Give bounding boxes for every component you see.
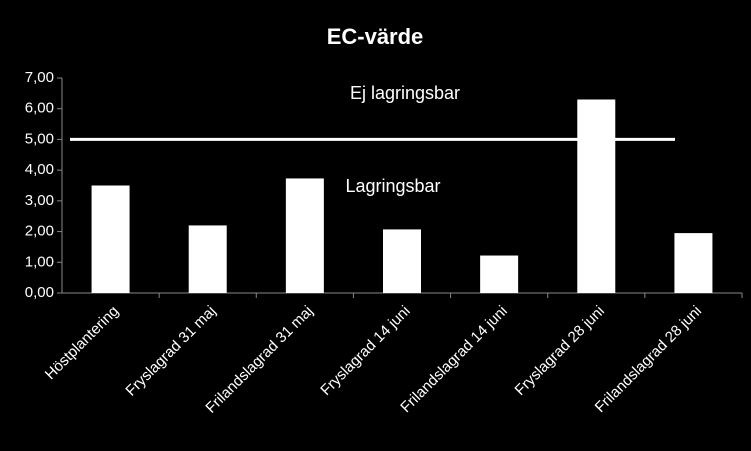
- x-tick-label: Höstplantering: [42, 303, 122, 383]
- x-tick-label: Fryslagrad 28 juni: [512, 303, 608, 399]
- y-tick-label: 6,00: [25, 100, 54, 117]
- annotation: Lagringsbar: [345, 176, 440, 196]
- bar: [91, 185, 130, 293]
- bar: [285, 178, 324, 293]
- x-tick-label: Frilandslagrad 14 juni: [397, 303, 510, 416]
- x-tick-label: Fryslagrad 31 maj: [122, 303, 219, 400]
- chart-title: EC-värde: [327, 24, 424, 49]
- x-tick-label: Frilandslagrad 28 juni: [592, 303, 705, 416]
- annotation: Ej lagringsbar: [350, 83, 460, 103]
- bar: [577, 99, 616, 293]
- y-tick-label: 3,00: [25, 192, 54, 209]
- y-tick-label: 4,00: [25, 161, 54, 178]
- x-tick-label: Fryslagrad 14 juni: [317, 303, 413, 399]
- bar: [480, 255, 519, 293]
- y-tick-label: 5,00: [25, 130, 54, 147]
- x-tick-label: Frilandslagrad 31 maj: [202, 303, 316, 417]
- y-tick-label: 0,00: [25, 284, 54, 301]
- bar: [674, 233, 713, 293]
- y-tick-label: 1,00: [25, 253, 54, 270]
- bar: [188, 225, 227, 293]
- y-tick-label: 2,00: [25, 223, 54, 240]
- y-tick-label: 7,00: [25, 69, 54, 86]
- bar: [383, 229, 421, 293]
